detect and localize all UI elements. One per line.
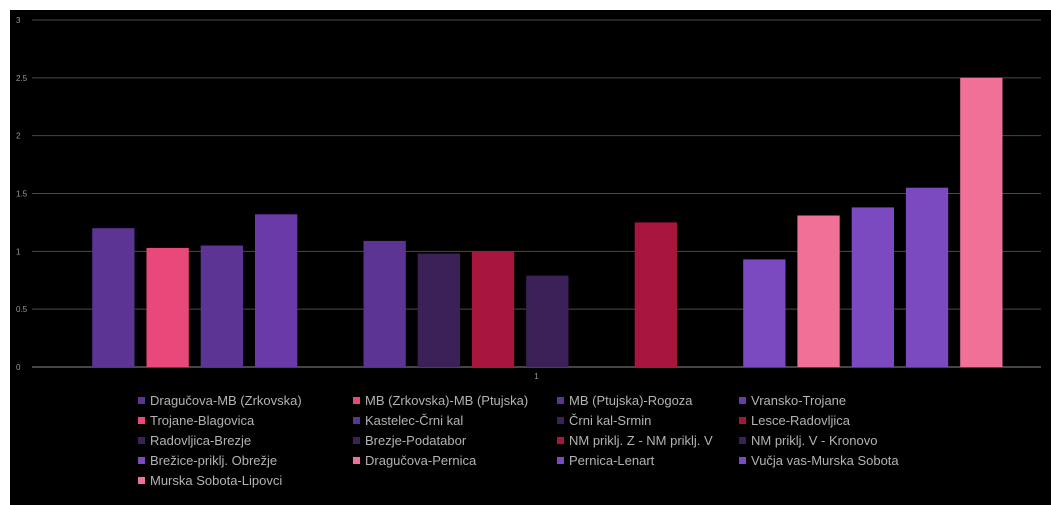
bar-12 xyxy=(743,259,786,367)
legend-label: Vučja vas-Murska Sobota xyxy=(751,452,899,468)
legend-label: Črni kal-Srmin xyxy=(569,412,652,428)
x-tick-label: 1 xyxy=(534,372,539,381)
legend-swatch xyxy=(557,456,564,464)
legend-swatch xyxy=(138,396,145,404)
legend-label: Radovljica-Brezje xyxy=(150,432,252,448)
bar-1 xyxy=(146,247,189,367)
legend-label: Dragučova-MB (Zrkovska) xyxy=(150,392,302,408)
legend-label: Murska Sobota-Lipovci xyxy=(150,472,283,488)
legend-swatch xyxy=(353,396,360,404)
legend-swatch xyxy=(557,416,564,424)
bar-5 xyxy=(363,240,406,367)
legend-item: MB (Zrkovska)-MB (Ptujska) xyxy=(353,391,557,409)
legend-item: MB (Ptujska)-Rogoza xyxy=(557,391,739,409)
legend-swatch xyxy=(353,416,360,424)
legend-item: Lesce-Radovljica xyxy=(739,411,939,429)
legend-item: Radovljica-Brezje xyxy=(138,431,353,449)
legend-item: Pernica-Lenart xyxy=(557,451,739,469)
legend-item: Brezje-Podatabor xyxy=(353,431,557,449)
bar-7 xyxy=(471,251,515,367)
legend-label: MB (Ptujska)-Rogoza xyxy=(569,392,693,408)
legend-swatch xyxy=(353,436,360,444)
legend-item: Črni kal-Srmin xyxy=(557,411,739,429)
legend-swatch xyxy=(353,456,360,464)
y-tick-label: 3 xyxy=(16,16,21,25)
legend-label: Kastelec-Črni kal xyxy=(365,412,464,428)
y-tick-label: 2 xyxy=(16,132,21,141)
legend-item: Dragučova-MB (Zrkovska) xyxy=(138,391,353,409)
legend-label: Lesce-Radovljica xyxy=(751,412,850,428)
legend-swatch xyxy=(138,476,145,484)
bar-0 xyxy=(92,228,135,367)
legend-swatch xyxy=(138,456,145,464)
legend-item: NM priklj. V - Kronovo xyxy=(739,431,939,449)
legend-label: MB (Zrkovska)-MB (Ptujska) xyxy=(365,392,529,408)
plot-area: 0 0.5 1 1.5 2 2.5 3 1 xyxy=(16,16,1041,381)
legend-swatch xyxy=(557,396,564,404)
legend-item: Dragučova-Pernica xyxy=(353,451,557,469)
legend-label: Brežice-priklj. Obrežje xyxy=(150,452,278,468)
legend-label: Vransko-Trojane xyxy=(751,392,847,408)
y-tick-label: 0.5 xyxy=(16,305,28,314)
legend-item: Vučja vas-Murska Sobota xyxy=(739,451,939,469)
y-tick-label: 1 xyxy=(16,247,21,256)
legend-label: Brezje-Podatabor xyxy=(365,432,467,448)
legend-item: NM priklj. Z - NM priklj. V xyxy=(557,431,739,449)
legend-swatch xyxy=(739,436,746,444)
legend-item: Murska Sobota-Lipovci xyxy=(138,471,353,489)
legend-swatch xyxy=(739,396,746,404)
legend-label: NM priklj. V - Kronovo xyxy=(751,432,878,448)
bar-6 xyxy=(417,253,460,367)
legend-label: Dragučova-Pernica xyxy=(365,452,477,468)
bar-8 xyxy=(526,275,569,367)
bar-15 xyxy=(905,187,949,367)
legend-label: Pernica-Lenart xyxy=(569,452,655,468)
legend-swatch xyxy=(739,456,746,464)
legend-swatch xyxy=(138,436,145,444)
legend-swatch xyxy=(557,436,564,444)
legend-swatch xyxy=(739,416,746,424)
y-tick-label: 1.5 xyxy=(16,190,28,199)
bar-16 xyxy=(960,77,1003,368)
y-tick-label: 2.5 xyxy=(16,74,28,83)
y-tick-label: 0 xyxy=(16,363,21,372)
legend-label: Trojane-Blagovica xyxy=(150,412,255,428)
bar-14 xyxy=(851,207,894,367)
legend-item: Trojane-Blagovica xyxy=(138,411,353,429)
legend-item: Vransko-Trojane xyxy=(739,391,939,409)
legend-label: NM priklj. Z - NM priklj. V xyxy=(569,432,713,448)
legend-item: Brežice-priklj. Obrežje xyxy=(138,451,353,469)
bar-3 xyxy=(255,214,298,367)
chart-frame: 0 0.5 1 1.5 2 2.5 3 1 Dragučova-MB (Zrkovska) M… xyxy=(10,10,1051,505)
bar-2 xyxy=(200,245,243,367)
legend-item: Kastelec-Črni kal xyxy=(353,411,557,429)
legend-swatch xyxy=(138,416,145,424)
bar-10 xyxy=(634,222,677,367)
legend: Dragučova-MB (Zrkovska) MB (Zrkovska)-MB … xyxy=(138,391,1038,489)
bar-13 xyxy=(797,215,840,367)
